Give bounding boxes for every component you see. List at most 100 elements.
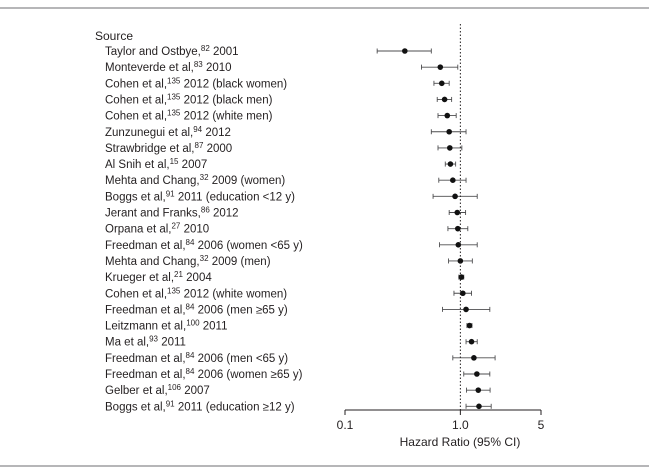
study-label: Monteverde et al,83 2010: [105, 60, 232, 74]
study-label: Freedman et al,84 2006 (women ≥65 y): [105, 367, 303, 381]
study-label: Taylor and Ostbye,82 2001: [105, 44, 239, 58]
column-header: Source: [95, 29, 133, 43]
study-details: 2011: [200, 321, 228, 333]
hazard-ratio-point: [468, 338, 475, 345]
study-label: Mehta and Chang,32 2009 (women): [105, 173, 285, 187]
study-author: Mehta and Chang,: [105, 256, 200, 268]
study-label: Strawbridge et al,87 2000: [105, 141, 232, 155]
study-details: 2006 (women ≥65 y): [194, 369, 302, 381]
hazard-ratio-point: [402, 48, 408, 54]
x-tick-label: 0.1: [337, 418, 354, 432]
study-details: 2010: [203, 62, 232, 74]
study-author: Ma et al,: [105, 337, 149, 349]
study-reference: 135: [167, 109, 181, 118]
hazard-ratio-point: [463, 306, 469, 313]
hazard-ratio-point: [438, 80, 445, 87]
study-label: Cohen et al,135 2012 (black men): [105, 92, 273, 106]
study-details: 2012: [210, 208, 239, 220]
x-axis-ticks: 0.1 1.0 5: [337, 410, 545, 432]
study-author: Cohen et al,: [105, 288, 167, 300]
hazard-ratio-point: [457, 258, 464, 264]
study-label: Al Snih et al,15 2007: [105, 157, 207, 171]
study-author: Freedman et al,: [105, 240, 186, 252]
study-label: Boggs et al,91 2011 (education ≥12 y): [105, 399, 295, 413]
study-reference: 91: [166, 399, 175, 408]
study-details: 2004: [183, 272, 212, 284]
study-details: 2007: [181, 385, 210, 397]
study-author: Boggs et al,: [105, 401, 166, 413]
study-author: Strawbridge et al,: [105, 143, 195, 155]
study-reference: 84: [186, 367, 195, 376]
study-author: Mehta and Chang,: [105, 175, 200, 187]
study-reference: 84: [186, 351, 195, 360]
hazard-ratio-point: [454, 209, 461, 216]
study-details: 2012 (white men): [180, 111, 272, 123]
study-details: 2001: [210, 46, 239, 58]
hazard-ratio-point: [466, 322, 473, 329]
study-details: 2011 (education <12 y): [175, 191, 295, 203]
x-tick-label: 5: [538, 418, 545, 432]
study-author: Gelber et al,: [105, 385, 168, 397]
study-label: Krueger et al,21 2004: [105, 270, 212, 284]
study-reference: 27: [171, 222, 180, 231]
study-label: Ma et al,93 2011: [105, 335, 186, 349]
study-label: Freedman et al,84 2006 (men ≥65 y): [105, 302, 288, 316]
study-author: Freedman et al,: [105, 369, 186, 381]
study-author: Zunzunegui et al,: [105, 127, 193, 139]
hazard-ratio-point: [460, 290, 466, 297]
study-label: Mehta and Chang,32 2009 (men): [105, 254, 271, 268]
hazard-ratio-point: [447, 145, 453, 151]
study-author: Taylor and Ostbye,: [105, 46, 201, 58]
hazard-ratio-point: [437, 64, 444, 70]
study-reference: 135: [167, 92, 181, 101]
study-details: 2012: [202, 127, 231, 139]
study-label: Orpana et al,27 2010: [105, 222, 209, 236]
study-labels: Taylor and Ostbye,82 2001 Monteverde et a…: [105, 44, 303, 413]
study-details: 2012 (black men): [180, 94, 272, 106]
study-reference: 15: [170, 157, 179, 166]
study-reference: 94: [193, 125, 202, 134]
study-author: Boggs et al,: [105, 191, 166, 203]
study-reference: 87: [195, 141, 204, 150]
study-label: Boggs et al,91 2011 (education <12 y): [105, 189, 295, 203]
study-label: Freedman et al,84 2006 (men <65 y): [105, 351, 288, 365]
study-reference: 86: [201, 206, 210, 215]
study-reference: 32: [200, 173, 209, 182]
study-label: Cohen et al,135 2012 (white men): [105, 109, 273, 123]
study-details: 2006 (men <65 y): [194, 353, 288, 365]
hazard-ratio-point: [454, 225, 461, 232]
study-reference: 100: [186, 319, 200, 328]
study-author: Cohen et al,: [105, 78, 167, 90]
hazard-ratio-point: [455, 242, 462, 248]
study-label: Jerant and Franks,86 2012: [105, 206, 239, 220]
study-author: Freedman et al,: [105, 304, 186, 316]
study-details: 2006 (women <65 y): [194, 240, 303, 252]
hazard-ratio-point: [444, 112, 451, 119]
study-author: Al Snih et al,: [105, 159, 170, 171]
hazard-ratio-point: [452, 193, 458, 200]
study-reference: 135: [167, 286, 181, 295]
study-details: 2011: [158, 337, 186, 349]
plot-marks: [376, 48, 496, 410]
hazard-ratio-point: [450, 177, 456, 183]
study-details: 2006 (men ≥65 y): [194, 304, 287, 316]
study-label: Cohen et al,135 2012 (white women): [105, 286, 287, 300]
study-author: Cohen et al,: [105, 111, 167, 123]
study-label: Cohen et al,135 2012 (black women): [105, 76, 287, 90]
study-reference: 83: [194, 60, 203, 69]
study-details: 2012 (black women): [180, 78, 287, 90]
study-author: Orpana et al,: [105, 224, 171, 236]
study-author: Leitzmann et al,: [105, 321, 186, 333]
study-details: 2011 (education ≥12 y): [175, 401, 295, 413]
x-tick-label: 1.0: [452, 418, 469, 432]
study-label: Gelber et al,106 2007: [105, 383, 210, 397]
hazard-ratio-point: [441, 96, 448, 103]
study-reference: 32: [200, 254, 209, 263]
study-reference: 93: [149, 335, 158, 344]
study-author: Monteverde et al,: [105, 62, 194, 74]
study-reference: 135: [167, 76, 181, 85]
x-axis-title: Hazard Ratio (95% CI): [400, 435, 521, 449]
study-details: 2007: [178, 159, 207, 171]
study-details: 2009 (men): [209, 256, 271, 268]
